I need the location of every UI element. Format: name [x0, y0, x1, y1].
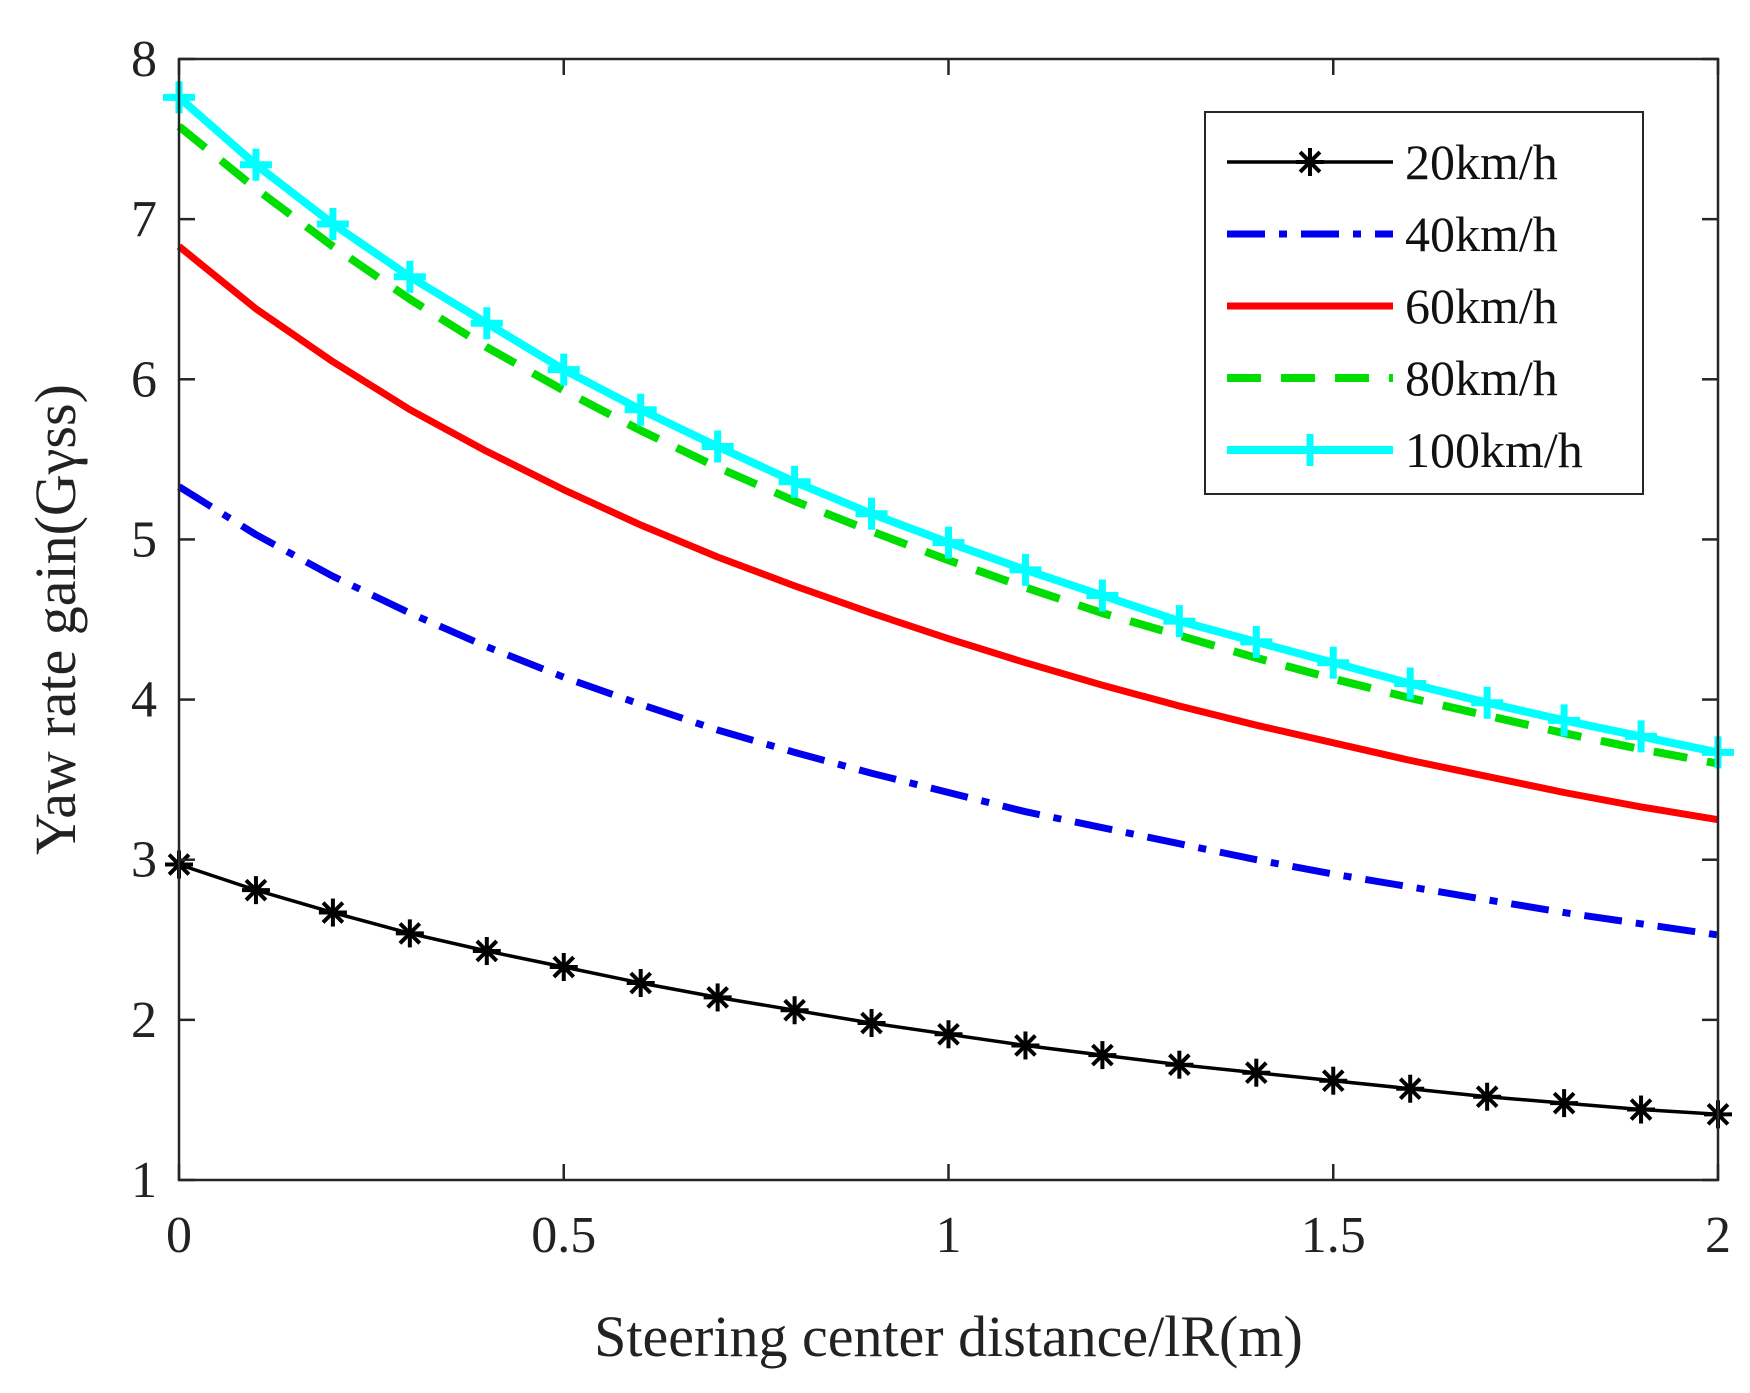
- legend-label: 40km/h: [1405, 206, 1558, 262]
- data-point: [932, 526, 965, 559]
- data-point: [1471, 686, 1504, 719]
- series-line: [176, 243, 1719, 824]
- data-point: [239, 148, 272, 181]
- y-tick-label: 1: [131, 1152, 157, 1209]
- data-point: [1548, 704, 1581, 737]
- data-point: [1240, 625, 1273, 658]
- data-point: [1165, 1050, 1194, 1079]
- data-point: [857, 1009, 886, 1038]
- y-tick-label: 5: [131, 511, 157, 568]
- legend-label: 20km/h: [1405, 134, 1558, 190]
- data-point: [1009, 553, 1042, 586]
- y-axis-label: Yaw rate gain(Gγss): [23, 384, 88, 855]
- data-point: [549, 953, 578, 982]
- y-tick-label: 2: [131, 992, 157, 1049]
- data-point: [1088, 1041, 1117, 1070]
- series-line: [177, 483, 1719, 939]
- data-point: [472, 936, 501, 965]
- legend-item: 40km/h: [1227, 206, 1558, 262]
- data-point: [1163, 605, 1196, 638]
- x-tick-label: 2: [1705, 1207, 1731, 1264]
- series-20km/h: [165, 850, 1732, 1129]
- legend-item: 100km/h: [1227, 422, 1583, 478]
- legend-marker: [1294, 434, 1326, 466]
- x-tick-label: 0: [166, 1207, 192, 1264]
- data-point: [703, 983, 732, 1012]
- legend: 20km/h 40km/h 60km/h 80km/h 100km/h: [1204, 111, 1644, 495]
- y-tick-label: 7: [131, 191, 157, 248]
- x-tick-label: 1.5: [1301, 1207, 1366, 1264]
- data-point: [395, 919, 424, 948]
- x-axis-label: Steering center distance/lR(m): [594, 1304, 1303, 1369]
- data-point: [1550, 1089, 1579, 1118]
- series-60km/h: [176, 243, 1719, 824]
- series-80km/h: [176, 123, 1719, 768]
- data-point: [470, 307, 503, 340]
- legend-item: 20km/h: [1227, 134, 1558, 190]
- data-point: [316, 207, 349, 240]
- data-point: [1394, 667, 1427, 700]
- data-point: [1396, 1074, 1425, 1103]
- data-point: [1473, 1082, 1502, 1111]
- data-point: [1011, 1031, 1040, 1060]
- legend-item: 60km/h: [1227, 278, 1558, 334]
- ticks-layer: 0 0.5 1 1.5 2 1 2 3 4 5 6 7 8: [131, 31, 1731, 1264]
- series-layer: [163, 81, 1734, 1129]
- data-point: [780, 996, 809, 1025]
- data-point: [241, 876, 270, 905]
- data-point: [1319, 1066, 1348, 1095]
- data-point: [701, 430, 734, 463]
- data-point: [778, 465, 811, 498]
- legend-label: 60km/h: [1405, 278, 1558, 334]
- legend-item: 80km/h: [1227, 350, 1558, 406]
- y-tick-label: 8: [131, 31, 157, 88]
- legend-marker: [1296, 148, 1324, 176]
- legend-label: 100km/h: [1405, 422, 1583, 478]
- data-point: [1317, 646, 1350, 679]
- data-point: [1625, 720, 1658, 753]
- data-point: [393, 260, 426, 293]
- plot-frame: [177, 57, 1720, 1182]
- data-point: [1086, 579, 1119, 612]
- data-point: [855, 497, 888, 530]
- data-point: [626, 969, 655, 998]
- series-40km/h: [177, 483, 1719, 939]
- data-point: [624, 393, 657, 426]
- legend-label: 80km/h: [1405, 350, 1558, 406]
- x-tick-label: 0.5: [531, 1207, 596, 1264]
- data-point: [547, 353, 580, 386]
- data-point: [934, 1020, 963, 1049]
- x-tick-label: 1: [936, 1207, 962, 1264]
- y-tick-label: 3: [131, 832, 157, 889]
- y-tick-label: 6: [131, 351, 157, 408]
- data-point: [1242, 1058, 1271, 1087]
- y-tick-label: 4: [131, 672, 157, 729]
- data-point: [1627, 1095, 1656, 1124]
- data-point: [318, 898, 347, 927]
- series-line: [176, 123, 1719, 768]
